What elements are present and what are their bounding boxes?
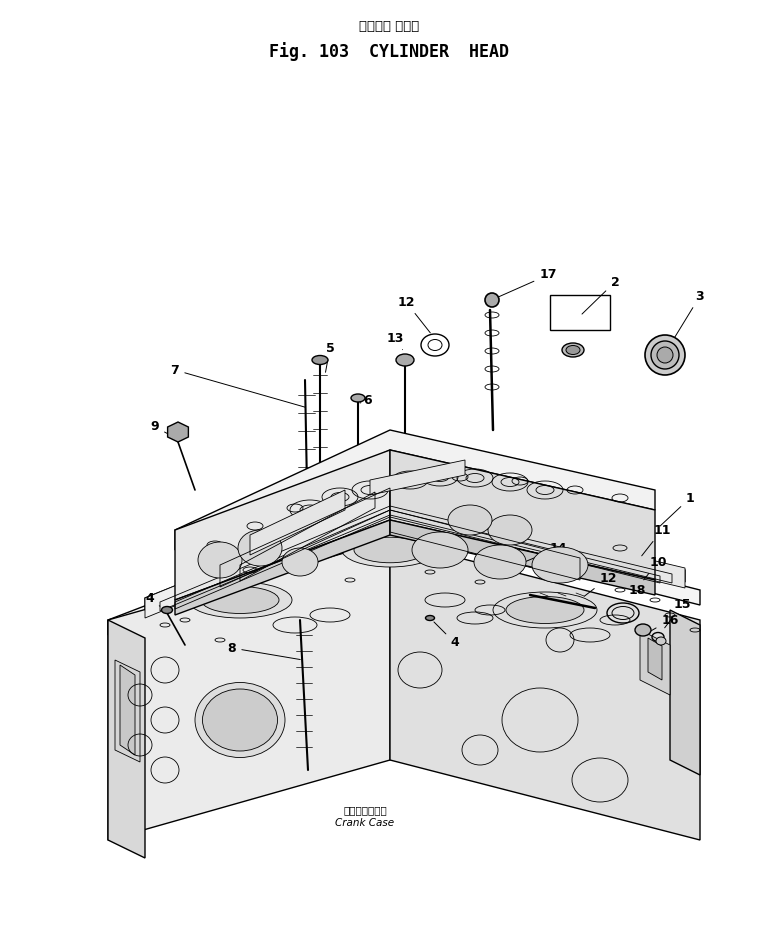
- Text: 7: 7: [170, 363, 305, 407]
- Ellipse shape: [426, 615, 434, 620]
- Text: クランクケース: クランクケース: [343, 805, 387, 815]
- Ellipse shape: [566, 346, 580, 355]
- Polygon shape: [390, 450, 655, 580]
- Text: 5: 5: [325, 342, 335, 372]
- Text: 12: 12: [584, 571, 617, 597]
- Ellipse shape: [448, 505, 492, 535]
- Ellipse shape: [282, 548, 318, 576]
- Ellipse shape: [396, 354, 414, 366]
- Text: 11: 11: [642, 524, 671, 556]
- Polygon shape: [640, 630, 670, 695]
- Ellipse shape: [488, 515, 532, 545]
- Text: 9: 9: [151, 420, 171, 436]
- Text: 10: 10: [643, 555, 667, 580]
- Polygon shape: [390, 520, 655, 595]
- Polygon shape: [648, 638, 662, 680]
- Polygon shape: [108, 512, 700, 635]
- Ellipse shape: [312, 356, 328, 364]
- Polygon shape: [370, 460, 465, 495]
- Text: 6: 6: [360, 394, 373, 407]
- Ellipse shape: [351, 394, 365, 402]
- Ellipse shape: [656, 637, 666, 645]
- Ellipse shape: [645, 335, 685, 375]
- Polygon shape: [108, 620, 145, 858]
- Polygon shape: [390, 540, 700, 840]
- Polygon shape: [108, 540, 390, 840]
- Text: シリンダ ヘッド: シリンダ ヘッド: [359, 20, 419, 33]
- Polygon shape: [250, 490, 345, 555]
- Text: 18: 18: [629, 583, 646, 601]
- Ellipse shape: [238, 530, 282, 566]
- Polygon shape: [175, 520, 390, 615]
- Ellipse shape: [493, 592, 597, 628]
- Ellipse shape: [354, 537, 426, 563]
- Polygon shape: [670, 610, 700, 775]
- Ellipse shape: [412, 532, 468, 568]
- Ellipse shape: [202, 689, 278, 751]
- Text: 1: 1: [660, 492, 695, 526]
- Text: 17: 17: [499, 268, 557, 296]
- Ellipse shape: [162, 606, 173, 614]
- Ellipse shape: [195, 683, 285, 757]
- Ellipse shape: [651, 341, 679, 369]
- Polygon shape: [175, 450, 390, 600]
- Text: 15: 15: [664, 598, 691, 628]
- Ellipse shape: [635, 624, 651, 636]
- Ellipse shape: [342, 533, 438, 567]
- Polygon shape: [390, 498, 685, 588]
- Ellipse shape: [657, 347, 673, 363]
- Ellipse shape: [506, 597, 584, 623]
- Text: 16: 16: [651, 614, 678, 631]
- Text: 12: 12: [398, 295, 430, 333]
- Polygon shape: [175, 430, 655, 550]
- Text: 2: 2: [582, 276, 619, 314]
- Polygon shape: [145, 498, 390, 618]
- Ellipse shape: [532, 547, 588, 583]
- Ellipse shape: [198, 542, 242, 578]
- Polygon shape: [145, 500, 685, 610]
- Ellipse shape: [485, 293, 499, 307]
- Polygon shape: [120, 665, 135, 755]
- Text: Crank Case: Crank Case: [335, 818, 394, 828]
- Ellipse shape: [474, 545, 526, 579]
- Text: 3: 3: [671, 290, 704, 343]
- Ellipse shape: [201, 586, 279, 614]
- Text: 4: 4: [145, 592, 159, 606]
- Text: 13: 13: [387, 331, 404, 349]
- Ellipse shape: [562, 343, 584, 357]
- Text: Fig. 103  CYLINDER  HEAD: Fig. 103 CYLINDER HEAD: [269, 42, 509, 61]
- Ellipse shape: [188, 582, 292, 618]
- Text: 8: 8: [228, 642, 300, 660]
- Polygon shape: [115, 660, 140, 762]
- Polygon shape: [167, 422, 188, 442]
- Text: 14: 14: [513, 542, 566, 567]
- Text: 4: 4: [434, 622, 459, 649]
